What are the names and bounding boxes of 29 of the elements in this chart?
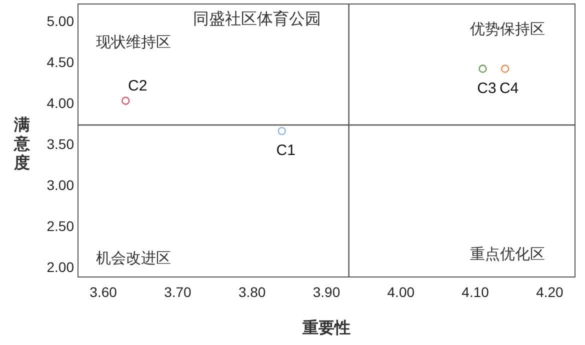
y-tick-label: 2.00 <box>46 259 74 276</box>
chart-title: 同盛社区体育公园 <box>192 10 321 28</box>
x-axis-title: 重要性 <box>302 319 350 337</box>
y-tick-label: 2.50 <box>46 218 74 234</box>
y-tick-label: 4.00 <box>46 95 74 112</box>
annotation: 机会改进区 <box>96 250 171 267</box>
annotation: 重点优化区 <box>470 246 545 263</box>
x-tick-label: 3.80 <box>238 284 266 300</box>
x-tick-label: 3.70 <box>164 284 192 300</box>
x-tick-label: 3.60 <box>90 284 118 300</box>
x-tick-label: 4.20 <box>536 284 564 300</box>
x-tick-label: 4.10 <box>462 284 490 300</box>
y-tick-label: 5.00 <box>46 13 74 30</box>
x-tick-label: 4.00 <box>387 284 415 300</box>
point <box>122 96 130 105</box>
point <box>500 64 510 73</box>
point <box>278 126 286 136</box>
annotation: 优势保持区 <box>470 21 545 38</box>
y-axis-title: 满意度 <box>13 116 31 172</box>
annotation: 现状维持区 <box>96 34 171 51</box>
series-label: C1 <box>276 142 296 160</box>
series-label: C2 <box>128 78 148 95</box>
series-label: C4 <box>499 80 519 97</box>
series-label: C3 <box>477 80 496 97</box>
point <box>478 64 487 73</box>
y-tick-label: 4.50 <box>46 54 74 70</box>
y-tick-label: 3.50 <box>46 136 74 152</box>
y-tick-label: 3.00 <box>46 177 74 194</box>
x-tick-label: 3.90 <box>312 284 340 300</box>
